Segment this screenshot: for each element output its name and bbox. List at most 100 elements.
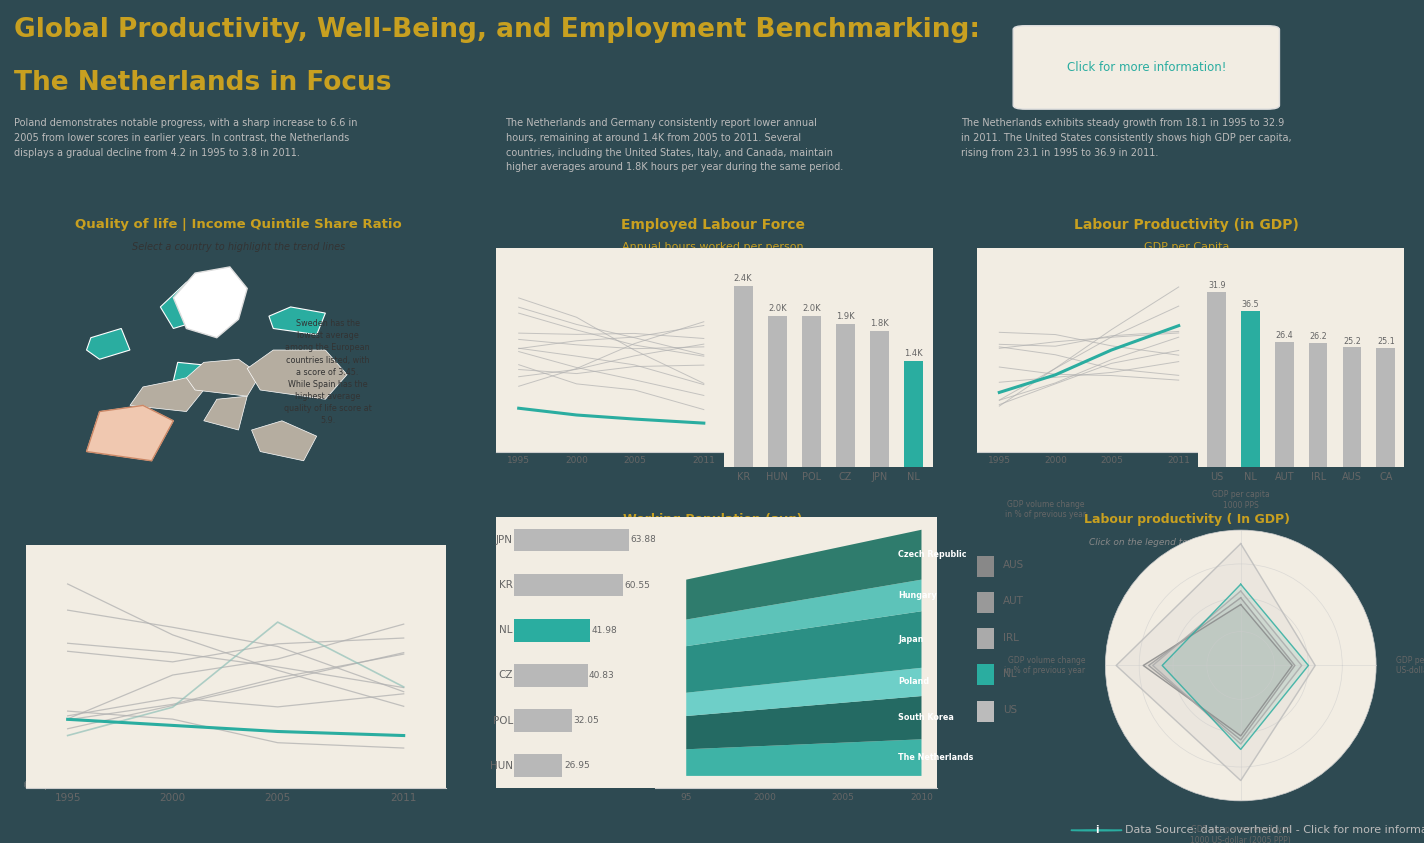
Text: US: US (1002, 705, 1017, 715)
Text: 1.8K: 1.8K (870, 319, 889, 328)
Polygon shape (174, 362, 208, 384)
Bar (514, 664, 588, 687)
Polygon shape (252, 421, 316, 461)
Text: KR: KR (498, 580, 513, 590)
Polygon shape (161, 277, 229, 329)
Bar (1242, 311, 1260, 467)
Text: 25.1: 25.1 (1377, 337, 1394, 346)
Text: © Mapbox © OSM: © Mapbox © OSM (23, 781, 93, 790)
Polygon shape (1153, 591, 1302, 744)
FancyBboxPatch shape (1012, 25, 1280, 109)
Polygon shape (174, 267, 248, 338)
Text: Japan: Japan (899, 635, 923, 644)
Bar (977, 628, 994, 649)
Text: NL: NL (500, 626, 513, 636)
Text: GDP volume change
in % of previous year: GDP volume change in % of previous year (1004, 656, 1085, 675)
Text: Quality of life | Income Quintile Share Ratio: Quality of life | Income Quintile Share … (75, 217, 402, 231)
Polygon shape (248, 350, 347, 400)
Text: South Korea: South Korea (899, 713, 954, 722)
Polygon shape (1149, 598, 1294, 740)
Text: 31.9: 31.9 (1208, 282, 1226, 290)
Text: The Netherlands exhibits steady growth from 18.1 in 1995 to 32.9
in 2011. The Un: The Netherlands exhibits steady growth f… (961, 118, 1292, 158)
Text: Poland demonstrates notable progress, with a sharp increase to 6.6 in
2005 from : Poland demonstrates notable progress, wi… (14, 118, 357, 158)
Bar (733, 286, 752, 467)
Polygon shape (87, 405, 174, 461)
Text: 60.55: 60.55 (625, 581, 651, 589)
Text: 2.0K: 2.0K (802, 304, 820, 314)
Text: GDP per Capita: GDP per Capita (1145, 242, 1229, 252)
Text: Working Population (avg): Working Population (avg) (624, 513, 802, 526)
Polygon shape (87, 405, 174, 461)
Text: Select a country to highlight the trend lines: Select a country to highlight the trend … (132, 242, 345, 252)
Bar (870, 331, 889, 467)
Text: 26.4: 26.4 (1276, 331, 1293, 340)
Text: 26.2: 26.2 (1309, 332, 1327, 341)
Text: Sweden has the
lowest average
among the European
countries listed, with
a score : Sweden has the lowest average among the … (283, 319, 372, 426)
Polygon shape (1116, 544, 1316, 781)
Bar (977, 556, 994, 577)
Text: Employed Labour Force: Employed Labour Force (621, 217, 805, 232)
Text: Labour Productivity (in GDP): Labour Productivity (in GDP) (1075, 217, 1299, 232)
Text: IRL: IRL (1002, 632, 1018, 642)
Bar (1377, 347, 1396, 467)
Bar (977, 592, 994, 613)
Bar (836, 324, 854, 467)
Text: The Netherlands and Germany consistently report lower annual
hours, remaining at: The Netherlands and Germany consistently… (506, 118, 843, 173)
Polygon shape (87, 329, 130, 359)
Text: HUN: HUN (490, 760, 513, 771)
Text: Annual hours worked per person: Annual hours worked per person (622, 242, 803, 252)
Polygon shape (130, 378, 204, 411)
Text: Data Source: data.overheid.nl - Click for more information.: Data Source: data.overheid.nl - Click fo… (1125, 825, 1424, 835)
Text: AUT: AUT (1002, 596, 1024, 606)
Text: 40.83: 40.83 (590, 671, 615, 680)
Text: Click for more information!: Click for more information! (1067, 61, 1226, 74)
Text: AUS: AUS (1002, 560, 1024, 570)
Text: 41.98: 41.98 (591, 626, 617, 635)
Text: 26.95: 26.95 (564, 761, 590, 771)
Text: Top countries vs NL: Top countries vs NL (789, 282, 877, 292)
Text: Czech Republic: Czech Republic (899, 550, 967, 559)
Text: The Netherlands in Focus: The Netherlands in Focus (14, 69, 392, 95)
Text: 1.9K: 1.9K (836, 312, 854, 321)
Bar (1309, 342, 1327, 467)
Text: Global Productivity, Well-Being, and Employment Benchmarking:: Global Productivity, Well-Being, and Emp… (14, 17, 980, 43)
Text: Labour productivity ( In GDP): Labour productivity ( In GDP) (1084, 513, 1290, 526)
Text: i: i (1095, 825, 1098, 835)
Bar (1343, 347, 1361, 467)
Text: Poland: Poland (899, 678, 928, 686)
Text: GDP per capita
1000 PPS: GDP per capita 1000 PPS (1212, 491, 1270, 510)
Bar (514, 529, 629, 551)
Polygon shape (187, 359, 261, 396)
Bar (1274, 341, 1293, 467)
Text: GDP per hour worked
US-dollar (2005 PPP): GDP per hour worked US-dollar (2005 PPP) (1397, 656, 1424, 675)
Text: The Netherlands: The Netherlands (899, 753, 974, 762)
Text: 2.0K: 2.0K (768, 304, 786, 314)
Bar (904, 362, 923, 467)
Text: GDP volume change
in % of previous year: GDP volume change in % of previous year (1005, 500, 1087, 519)
Text: Click on the legend to filter the Radar chart: Click on the legend to filter the Radar … (1089, 538, 1284, 547)
Polygon shape (269, 307, 325, 335)
Bar (802, 316, 820, 467)
Bar (514, 709, 571, 732)
Polygon shape (204, 396, 248, 430)
Text: 1.4K: 1.4K (904, 350, 923, 358)
Text: 25.2: 25.2 (1343, 337, 1361, 346)
Text: POL: POL (493, 716, 513, 726)
Text: CZ: CZ (498, 670, 513, 680)
Bar (1208, 292, 1226, 467)
Circle shape (1071, 830, 1122, 831)
Polygon shape (1162, 584, 1309, 749)
Text: GDP per person employed
1000 US-dollar (2005 PPP): GDP per person employed 1000 US-dollar (… (1190, 825, 1292, 843)
Text: 36.5: 36.5 (1242, 300, 1259, 309)
Text: 63.88: 63.88 (631, 535, 656, 545)
Text: JPN: JPN (496, 535, 513, 545)
Text: 2.4K: 2.4K (733, 274, 752, 283)
Text: Hungary: Hungary (899, 591, 937, 600)
Bar (514, 754, 562, 777)
Bar (514, 619, 590, 642)
Bar (977, 701, 994, 722)
Text: Top countries vs NL: Top countries vs NL (1250, 282, 1339, 292)
Bar (514, 574, 624, 596)
Bar (977, 664, 994, 685)
Bar (768, 316, 786, 467)
